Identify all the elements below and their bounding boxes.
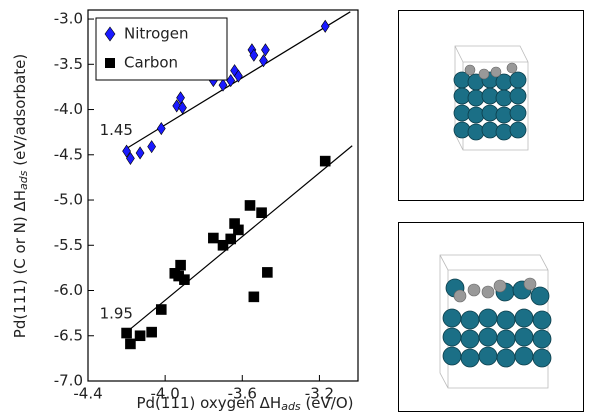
point bbox=[179, 274, 190, 285]
point bbox=[248, 291, 260, 303]
point bbox=[126, 151, 135, 165]
y-tick-label: -3.0 bbox=[54, 10, 83, 28]
point bbox=[261, 43, 270, 57]
plot-frame bbox=[87, 9, 359, 382]
point bbox=[156, 121, 166, 136]
point bbox=[208, 232, 219, 244]
point bbox=[155, 304, 167, 315]
point bbox=[135, 146, 145, 160]
legend-label: Carbon bbox=[124, 54, 178, 72]
y-tick-label: -5.5 bbox=[54, 236, 83, 254]
legend-marker bbox=[105, 58, 115, 68]
point bbox=[233, 224, 244, 236]
point bbox=[147, 140, 157, 154]
point bbox=[217, 239, 229, 251]
point bbox=[256, 207, 267, 218]
point bbox=[146, 326, 157, 338]
legend-frame bbox=[95, 17, 228, 81]
point bbox=[218, 78, 228, 92]
legend-marker bbox=[104, 26, 116, 42]
point bbox=[176, 91, 185, 105]
point bbox=[259, 54, 268, 68]
point bbox=[172, 99, 182, 113]
x-axis-label: Pd(111) oxygen ΔHads (eV/O) bbox=[136, 394, 353, 414]
slope-annotation: 1.95 bbox=[100, 305, 133, 323]
y-label-sub: ads bbox=[17, 170, 30, 190]
point bbox=[178, 101, 187, 115]
x-tick-label: -4.0 bbox=[151, 385, 180, 403]
y-tick-label: -3.5 bbox=[54, 55, 83, 73]
point bbox=[134, 330, 146, 342]
structure-panel-bottom bbox=[398, 222, 584, 412]
x-tick-label: -3.6 bbox=[228, 385, 257, 403]
y-tick-label: -4.0 bbox=[54, 100, 83, 118]
legend: Nitrogen Carbon bbox=[95, 17, 228, 81]
y-tick-label: -4.5 bbox=[54, 145, 83, 163]
y-label-part: (eV/adsorbate) bbox=[11, 54, 29, 171]
y-tick-label: -6.0 bbox=[54, 281, 83, 299]
x-label-part: (eV/O) bbox=[301, 394, 354, 412]
slope-annotation: 1.45 bbox=[100, 121, 133, 139]
y-axis-label: Pd(111) (C or N) ΔHads (eV/adsorbate) bbox=[11, 54, 31, 338]
y-tick-label: -7.0 bbox=[54, 372, 83, 390]
point bbox=[175, 259, 186, 271]
point bbox=[122, 144, 131, 158]
point bbox=[234, 69, 243, 83]
point bbox=[121, 327, 132, 339]
x-label-part: Pd(111) oxygen ΔH bbox=[136, 394, 281, 412]
fit-line bbox=[126, 145, 353, 333]
point bbox=[225, 233, 237, 245]
y-label-part: Pd(111) (C or N) ΔH bbox=[11, 190, 29, 338]
point bbox=[262, 267, 273, 278]
y-tick-label: -5.0 bbox=[54, 191, 83, 209]
x-tick-label: -4.4 bbox=[73, 385, 102, 403]
point bbox=[320, 19, 330, 33]
point bbox=[244, 200, 256, 211]
structure-panel-top bbox=[398, 10, 584, 201]
x-tick-label: -3.2 bbox=[305, 385, 334, 403]
y-tick-label: -6.5 bbox=[54, 326, 83, 344]
x-label-sub: ads bbox=[281, 400, 301, 413]
point bbox=[319, 155, 331, 167]
legend-label: Nitrogen bbox=[124, 25, 189, 43]
point bbox=[125, 338, 136, 350]
point bbox=[249, 48, 259, 62]
point bbox=[226, 74, 236, 88]
